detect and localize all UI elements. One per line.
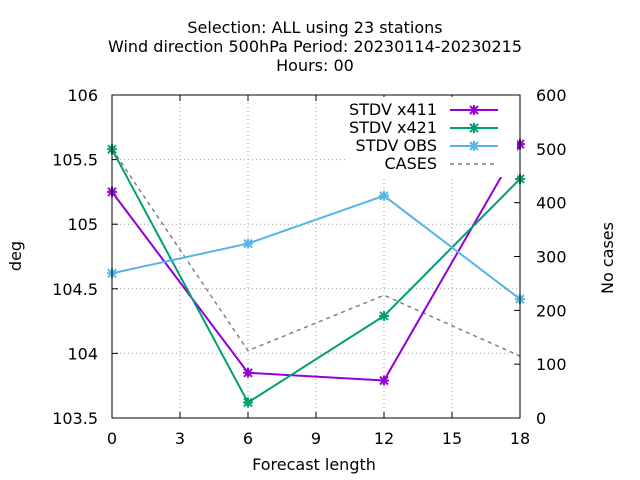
y-tick-label: 104 [67,344,98,363]
y2-tick-label: 400 [536,194,567,213]
data-point-marker [243,238,253,249]
y2-tick-label: 200 [536,301,567,320]
plot-frame [111,94,521,419]
x-axis-label: Forecast length [252,455,376,474]
series-lines [107,139,525,408]
series-line-cases [111,148,521,357]
x-tick-label: 0 [107,429,117,448]
y2-tick-label: 0 [536,409,546,428]
x-tick-label: 6 [243,429,253,448]
y2-tick-label: 300 [536,248,567,267]
series-line-stdv-obs [111,194,521,300]
legend-label: STDV OBS [356,136,437,155]
title-line-1: Selection: ALL using 23 stations [187,18,442,37]
y-axis-label: deg [6,241,25,271]
data-point-marker [243,397,253,408]
y2-tick-label: 500 [536,140,567,159]
title-line-3: Hours: 00 [276,56,354,75]
legend-label: CASES [384,154,437,173]
y-tick-label: 105.5 [52,151,98,170]
title-line-2: Wind direction 500hPa Period: 20230114-2… [108,37,522,56]
y-tick-label: 103.5 [52,409,98,428]
data-point-marker [379,310,389,321]
legend-label: STDV x421 [349,118,437,137]
chart-title: Selection: ALL using 23 stations Wind di… [108,18,522,75]
y2-tick-label: 100 [536,355,567,374]
data-point-marker [379,375,389,386]
y-tick-label: 106 [67,86,98,105]
x-tick-label: 18 [510,429,530,448]
y-tick-label: 104.5 [52,280,98,299]
tick-labels: 0 3 6 9 12 15 18 103.5 104 104.5 105 105.5 106 0 100 20… [52,86,566,448]
data-point-marker [469,141,479,151]
x-tick-label: 9 [311,429,321,448]
data-point-marker [379,190,389,201]
data-point-marker [469,123,479,133]
series-line-stdv-x411 [111,143,521,382]
legend-label: STDV x411 [349,100,437,119]
x-tick-label: 15 [442,429,462,448]
data-point-marker [243,367,253,378]
x-tick-label: 12 [374,429,394,448]
y2-axis-label: No cases [598,222,617,294]
y-tick-label: 105 [67,215,98,234]
data-point-marker [469,105,479,115]
x-tick-label: 3 [175,429,185,448]
y2-tick-label: 600 [536,86,567,105]
